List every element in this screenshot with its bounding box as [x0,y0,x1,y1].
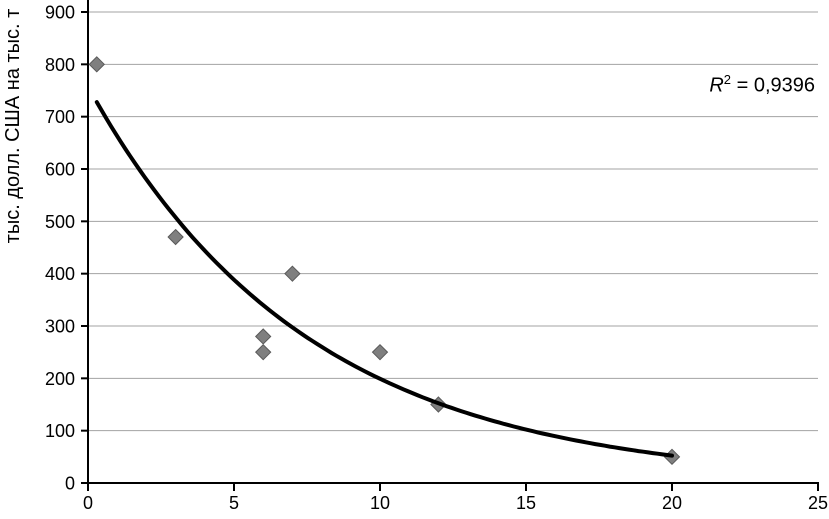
y-tick-label: 600 [45,160,75,180]
r-squared-value: = 0,9396 [731,74,815,97]
x-tick-label: 0 [83,493,93,513]
y-tick-label: 400 [45,264,75,284]
y-tick-label: 700 [45,107,75,127]
y-tick-label: 900 [45,3,75,23]
x-tick-label: 15 [516,493,536,513]
data-point-marker [254,343,272,361]
y-tick-label: 500 [45,212,75,232]
trendline-curve [94,100,674,458]
x-tick-label: 20 [662,493,682,513]
r-squared-annotation: R2 = 0,9396 [709,72,815,98]
y-tick-label: 200 [45,369,75,389]
r-squared-exponent: 2 [723,72,732,87]
data-point-marker [167,228,184,246]
x-tick-label: 10 [370,493,390,513]
x-tick-label: 5 [229,493,239,513]
data-point-marker [371,343,389,361]
r-squared-symbol: R [709,74,724,97]
y-tick-label: 800 [45,55,75,75]
y-tick-label: 300 [45,317,75,337]
x-tick-label: 25 [808,493,828,513]
y-axis-title: тыс. долл. США на тыс. т [2,8,24,244]
data-point-marker [254,328,272,345]
y-tick-label: 0 [65,474,75,494]
data-point-marker [88,56,105,73]
data-point-marker [284,265,301,282]
y-tick-label: 100 [45,421,75,441]
